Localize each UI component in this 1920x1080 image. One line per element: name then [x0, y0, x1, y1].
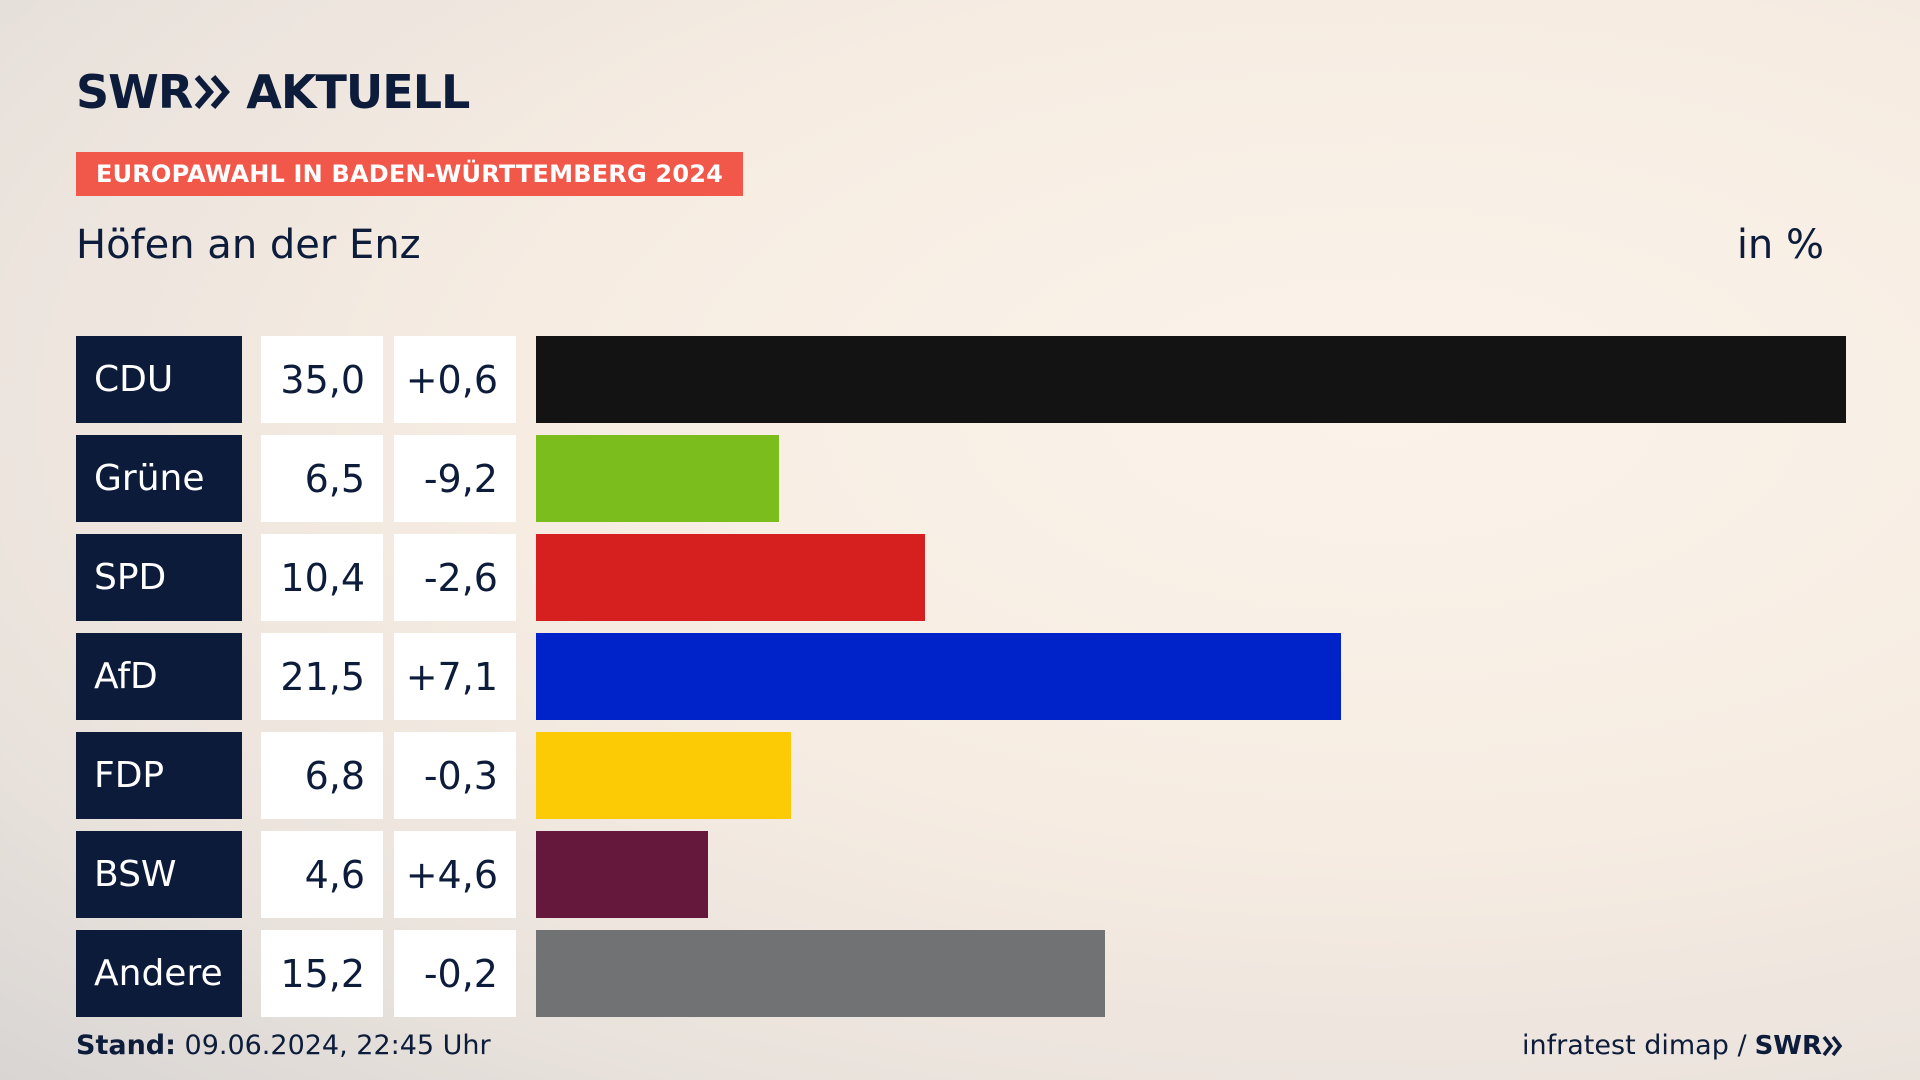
party-diff: -9,2 [394, 435, 516, 522]
party-value: 6,5 [261, 435, 383, 522]
party-label: BSW [76, 831, 242, 918]
party-label: Andere [76, 930, 242, 1017]
party-value: 21,5 [261, 633, 383, 720]
party-diff: +0,6 [394, 336, 516, 423]
result-bar [536, 831, 708, 918]
result-bar [536, 732, 791, 819]
brand-section: AKTUELL [246, 65, 470, 119]
party-diff: +4,6 [394, 831, 516, 918]
swr-small-logo: SWR [1755, 1031, 1844, 1061]
party-row: FDP 6,8 -0,3 [76, 732, 1846, 819]
unit-label: in % [1736, 222, 1824, 268]
result-bar [536, 435, 779, 522]
result-bar [536, 534, 925, 621]
place-title: Höfen an der Enz [76, 222, 421, 268]
brand-name: SWR [76, 65, 193, 119]
double-chevron-icon [195, 75, 231, 109]
party-diff: -0,2 [394, 930, 516, 1017]
election-tag: EUROPAWAHL IN BADEN-WÜRTTEMBERG 2024 [76, 152, 744, 196]
party-row: Grüne 6,5 -9,2 [76, 435, 1846, 522]
party-diff: -2,6 [394, 534, 516, 621]
result-bar [536, 336, 1846, 423]
party-row: Andere 15,2 -0,2 [76, 930, 1846, 1017]
party-label: FDP [76, 732, 242, 819]
party-value: 10,4 [261, 534, 383, 621]
party-label: CDU [76, 336, 242, 423]
result-bar [536, 633, 1341, 720]
stand-value: 09.06.2024, 22:45 Uhr [184, 1030, 491, 1061]
party-diff: -0,3 [394, 732, 516, 819]
party-row: BSW 4,6 +4,6 [76, 831, 1846, 918]
party-value: 6,8 [261, 732, 383, 819]
source-credit: infratest dimap / SWR [1522, 1030, 1844, 1061]
double-chevron-small-icon [1822, 1035, 1843, 1056]
source-brand: SWR [1754, 1030, 1822, 1061]
result-bar [536, 930, 1105, 1017]
party-diff: +7,1 [394, 633, 516, 720]
swr-logo: SWR [76, 65, 232, 119]
source-text: infratest dimap / [1522, 1030, 1747, 1061]
party-row: AfD 21,5 +7,1 [76, 633, 1846, 720]
party-row: CDU 35,0 +0,6 [76, 336, 1846, 423]
party-label: Grüne [76, 435, 242, 522]
party-label: AfD [76, 633, 242, 720]
stand-label: Stand: [76, 1030, 176, 1061]
party-row: SPD 10,4 -2,6 [76, 534, 1846, 621]
swr-aktuell-logo: SWR AKTUELL [76, 65, 470, 119]
timestamp: Stand: 09.06.2024, 22:45 Uhr [76, 1030, 491, 1061]
party-value: 35,0 [261, 336, 383, 423]
party-label: SPD [76, 534, 242, 621]
party-value: 4,6 [261, 831, 383, 918]
party-value: 15,2 [261, 930, 383, 1017]
